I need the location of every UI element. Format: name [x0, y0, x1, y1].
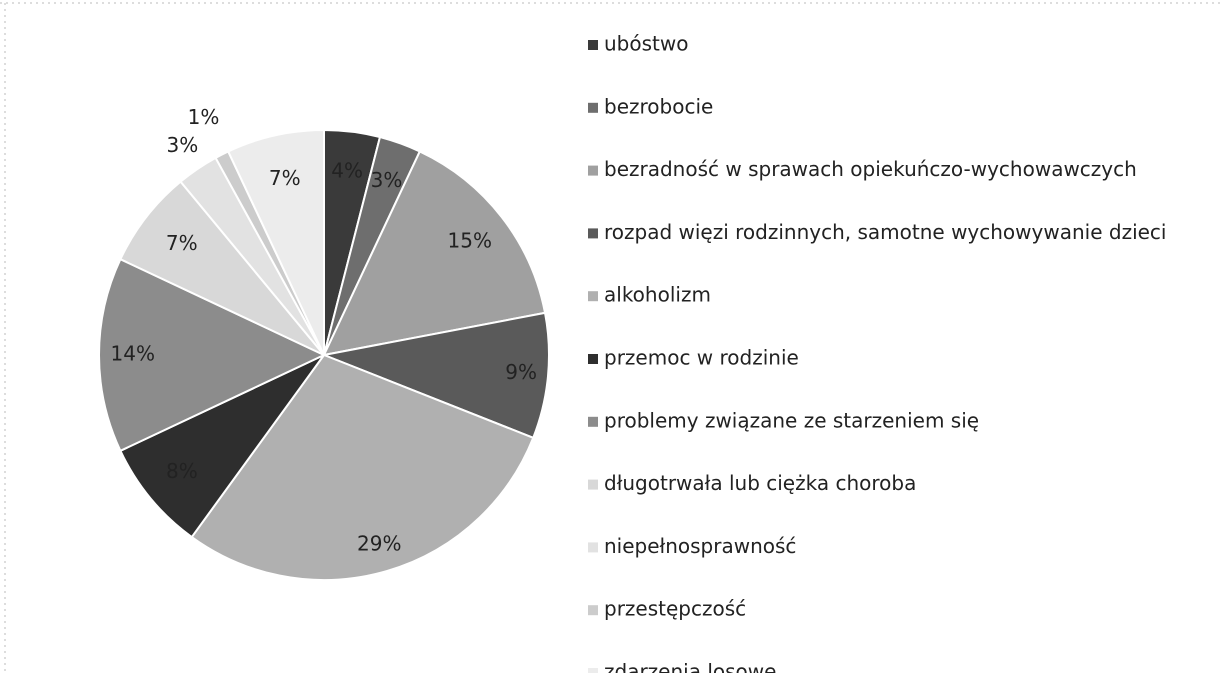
legend-label: bezrobocie — [604, 94, 713, 118]
legend-label: problemy związane ze starzeniem się — [604, 408, 979, 432]
pie-slice — [322, 150, 547, 357]
legend-swatch — [588, 416, 598, 427]
data-label: 14% — [111, 342, 155, 366]
legend-swatch — [588, 668, 598, 677]
legend-swatch — [588, 291, 598, 302]
legend-label: zdarzenia losowe — [604, 660, 776, 674]
data-label: 15% — [448, 228, 492, 252]
data-label: 8% — [166, 459, 198, 483]
pie-slice — [98, 257, 327, 453]
pie-slice — [320, 311, 550, 440]
data-label: 7% — [269, 166, 301, 190]
legend-label: długotrwała lub ciężka choroba — [604, 471, 916, 495]
pie-slice — [119, 354, 325, 539]
data-label: 1% — [188, 105, 220, 129]
legend-swatch — [588, 354, 598, 364]
legend-label: przemoc w rodzinie — [604, 346, 799, 370]
legend-label: alkoholizm — [604, 283, 711, 307]
data-label: 7% — [166, 231, 198, 255]
legend-swatch — [588, 102, 598, 113]
legend-label: rozpad więzi rodzinnych, samotne wychowy… — [604, 220, 1166, 244]
legend-swatch — [588, 165, 598, 176]
legend-label: niepełnosprawność — [604, 534, 796, 558]
legend-swatch — [588, 40, 598, 50]
legend-label: przestępczość — [604, 597, 746, 621]
legend-swatch — [588, 228, 598, 239]
pie-slice — [190, 353, 535, 581]
legend-swatch — [588, 542, 598, 553]
data-label: 3% — [371, 168, 403, 192]
legend-swatch — [588, 479, 598, 490]
legend-label: bezradność w sprawach opiekuńczo-wychowa… — [604, 157, 1137, 181]
data-label: 9% — [505, 360, 537, 384]
data-label: 29% — [357, 532, 401, 556]
legend-label: ubóstwo — [604, 32, 688, 56]
legend-swatch — [588, 605, 598, 616]
data-label: 3% — [166, 133, 198, 157]
data-label: 4% — [331, 158, 363, 182]
pie-slice — [226, 128, 325, 356]
